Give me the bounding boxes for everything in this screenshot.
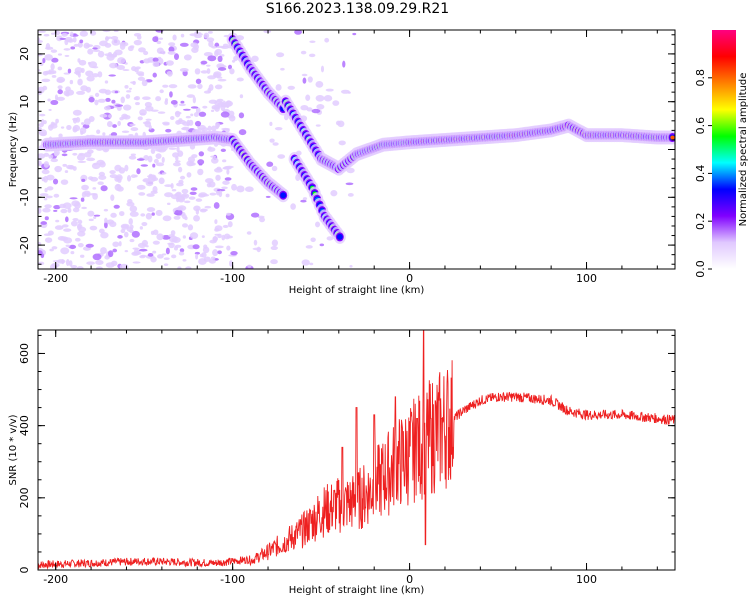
heatmap-ridge — [403, 118, 675, 150]
top-xtick-label: -200 — [43, 272, 68, 285]
bottom-ytick-label: 200 — [18, 487, 31, 508]
bottom-xtick-label: 100 — [576, 573, 597, 586]
top-xtick-label: -100 — [220, 272, 245, 285]
heatmap-ridge — [279, 94, 414, 176]
colorbar-tick-label: 0.2 — [694, 212, 707, 230]
bottom-y-axis-label: SNR (10 * v/v) — [8, 414, 19, 485]
top-ytick-label: -10 — [18, 188, 31, 206]
bottom-ytick-label: 600 — [18, 343, 31, 364]
bottom-plot-frame — [37, 329, 676, 571]
bottom-ytick-label: 0 — [18, 567, 31, 574]
bottom-ytick-label: 400 — [18, 415, 31, 436]
colorbar-tick-label: 0.6 — [694, 117, 707, 135]
colorbar — [712, 30, 736, 269]
bottom-x-axis-label: Height of straight line (km) — [289, 585, 425, 596]
top-ytick-label: 10 — [18, 95, 31, 109]
colorbar-tick-label: 0.0 — [694, 260, 707, 278]
top-xtick-label: 100 — [576, 272, 597, 285]
bottom-xtick-label: 0 — [406, 573, 413, 586]
heatmap-speckles — [38, 30, 357, 269]
colorbar-tick-label: 0.8 — [694, 69, 707, 87]
top-ytick-label: 20 — [18, 47, 31, 61]
colorbar-label: Normalized spectral amplitude — [738, 73, 749, 227]
snr-series-line — [38, 330, 675, 570]
colorbar-tick-label: 0.4 — [694, 165, 707, 183]
chart-title: S166.2023.138.09.29.R21 — [265, 1, 450, 17]
top-x-axis-label: Height of straight line (km) — [289, 285, 425, 296]
top-ytick-label: -20 — [18, 236, 31, 254]
bottom-xtick-label: -200 — [43, 573, 68, 586]
top-xtick-label: 0 — [406, 272, 413, 285]
heatmap-ridge — [226, 32, 290, 116]
heatmap-ridge — [288, 152, 346, 244]
heatmap-area — [38, 30, 675, 269]
heatmap-ridge — [40, 130, 290, 203]
top-ytick-label: 0 — [18, 146, 31, 153]
bottom-xtick-label: -100 — [220, 573, 245, 586]
top-y-axis-label: Frequency (Hz) — [8, 112, 19, 188]
